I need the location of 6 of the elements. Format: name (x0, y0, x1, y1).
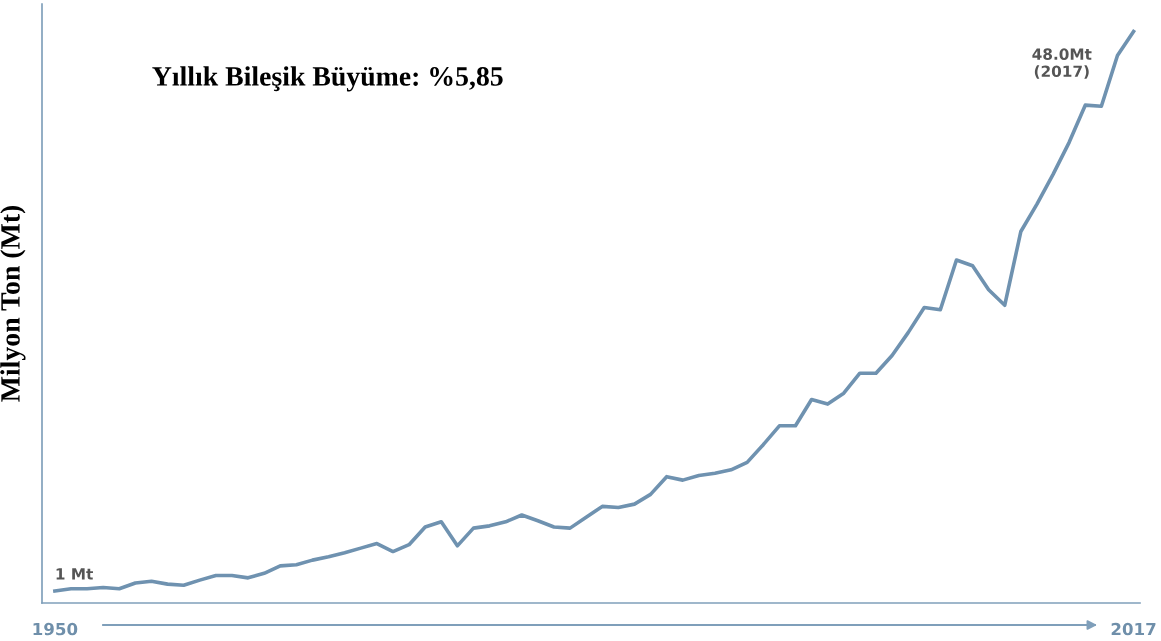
y-axis-title: Milyon Ton (Mt) (0, 205, 26, 402)
x-tick-label: 1950 (33, 622, 78, 636)
annotation: Yıllık Bileşik Büyüme: %5,85 (152, 66, 503, 92)
annotation: 48.0Mt (2017) (1032, 48, 1092, 79)
x-tick-label: 2017 (1111, 622, 1156, 636)
annotation: 1 Mt (56, 568, 93, 580)
